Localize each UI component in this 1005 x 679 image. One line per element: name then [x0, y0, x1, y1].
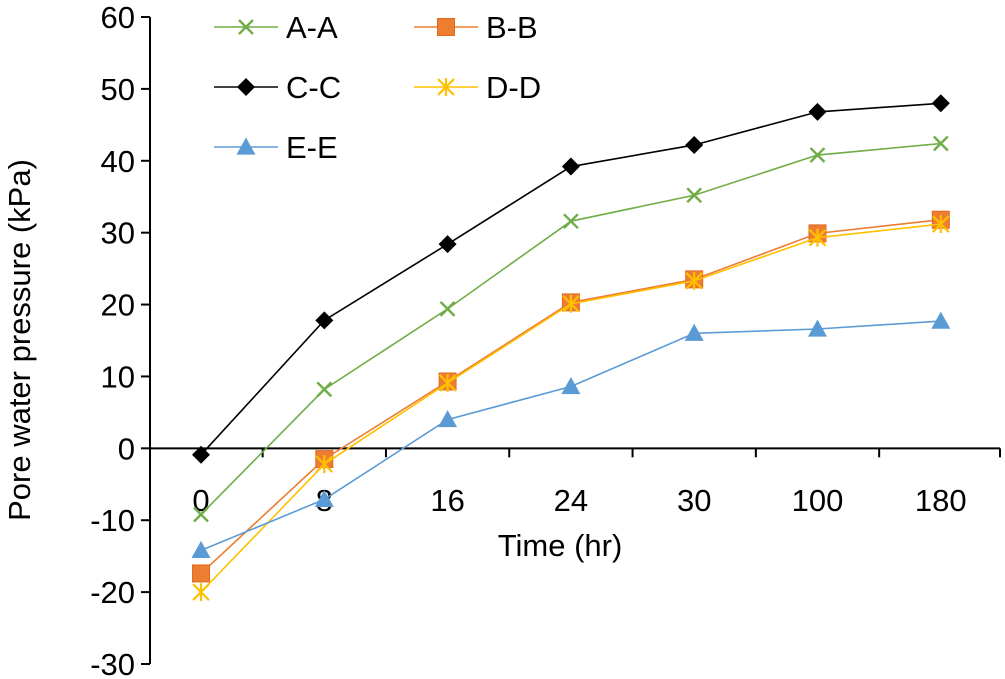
legend-item: A-A	[214, 10, 338, 45]
legend-label: E-E	[286, 130, 338, 165]
x-tick-label: 30	[677, 483, 711, 518]
x-tick-label: 24	[554, 483, 588, 518]
data-point	[438, 410, 458, 428]
data-point	[931, 94, 950, 113]
series-a-a	[193, 135, 949, 523]
data-point	[191, 540, 211, 559]
data-point	[931, 311, 951, 329]
x-axis: 08162430100180	[149, 447, 1001, 518]
y-tick-label: -20	[90, 575, 135, 610]
legend-marker-x-icon	[238, 19, 254, 35]
data-point	[192, 445, 210, 464]
series-b-b	[192, 210, 950, 583]
series-c-c	[192, 94, 950, 464]
legend: A-A B-B C-C D-D E-E	[214, 10, 541, 165]
legend-label: B-B	[486, 10, 538, 45]
y-tick-label: 10	[101, 359, 135, 394]
data-point	[932, 215, 950, 234]
y-axis-title: Pore water pressure (kPa)	[2, 159, 37, 521]
x-tick-label: 16	[430, 483, 464, 518]
data-point	[684, 323, 704, 341]
data-point	[808, 228, 827, 247]
y-tick-label: 40	[101, 144, 135, 179]
x-axis-title: Time (hr)	[498, 528, 623, 563]
data-point	[562, 294, 580, 313]
y-tick-label: 0	[118, 431, 135, 466]
data-point	[561, 157, 580, 176]
y-tick-label: 30	[101, 216, 135, 251]
data-point	[192, 564, 210, 583]
data-point	[193, 506, 209, 523]
data-point	[314, 489, 334, 507]
data-point	[315, 311, 334, 330]
legend-label: D-D	[486, 70, 541, 105]
x-tick-label: 100	[792, 483, 844, 518]
data-point	[316, 381, 333, 398]
y-tick-label: -30	[90, 647, 135, 679]
y-tick-label: 60	[101, 0, 135, 35]
data-point	[438, 373, 457, 392]
data-point	[315, 455, 334, 474]
legend-marker-triangle-icon	[236, 137, 256, 155]
data-point	[809, 147, 826, 163]
legend-item: E-E	[214, 130, 338, 165]
legend-label: A-A	[286, 10, 338, 45]
data-point	[685, 135, 704, 154]
series-e-e	[191, 311, 951, 559]
series-layer	[191, 94, 951, 602]
y-tick-label: 50	[101, 72, 135, 107]
series-line	[200, 218, 941, 575]
x-tick-label: 180	[915, 483, 967, 518]
legend-item: B-B	[414, 10, 538, 45]
data-point	[192, 583, 210, 602]
y-axis: 60 50 40 30 20 10 0 -10 -20 -30	[90, 0, 151, 679]
data-point	[438, 235, 457, 254]
y-tick-label: 20	[101, 288, 135, 323]
x-tick-label: 0	[192, 483, 209, 518]
legend-marker-diamond-icon	[237, 78, 255, 96]
data-point	[932, 135, 949, 152]
y-tick-label: -10	[90, 503, 135, 538]
legend-marker-square-icon	[437, 18, 455, 36]
data-point	[563, 213, 579, 230]
legend-label: C-C	[286, 70, 341, 105]
legend-item: D-D	[414, 70, 541, 105]
data-point	[561, 377, 581, 395]
legend-item: C-C	[214, 70, 341, 105]
data-point	[439, 301, 456, 317]
data-point	[808, 319, 827, 337]
data-point	[808, 102, 827, 121]
data-point	[685, 271, 703, 290]
series-d-d	[192, 215, 950, 602]
legend-marker-asterisk-icon	[437, 78, 455, 96]
data-point	[686, 187, 703, 204]
